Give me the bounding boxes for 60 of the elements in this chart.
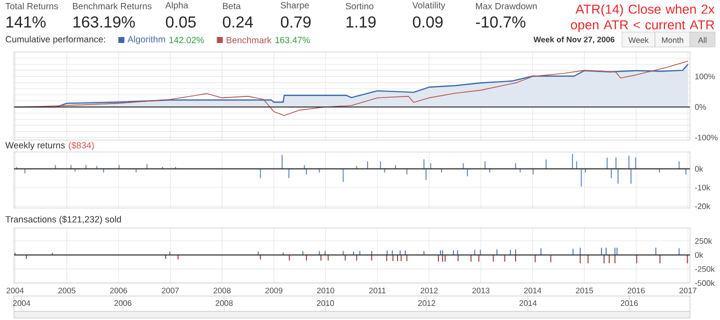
x-tick-label: 2016 xyxy=(628,288,645,294)
text: Sortino xyxy=(346,2,374,10)
x-tick-label: 2006 xyxy=(110,288,128,294)
text: 0.05 xyxy=(166,16,196,28)
y-tick-label: 0k xyxy=(695,166,704,172)
text: Alpha xyxy=(165,2,188,10)
text: 1.19 xyxy=(346,16,376,28)
text: Benchmark Returns xyxy=(73,2,152,10)
text: 142.02% xyxy=(169,36,204,44)
x-tick-label: 2007 xyxy=(162,288,179,294)
x-tick-label: 2015 xyxy=(576,288,593,294)
y-tick-label: -100% xyxy=(695,134,718,140)
text: Month xyxy=(662,37,684,43)
x2-tick-label: 2008 xyxy=(216,300,233,306)
text: All xyxy=(698,37,706,43)
x-tick-label: 2005 xyxy=(58,288,76,294)
x2-tick-label: 2010 xyxy=(316,300,334,306)
y-tick-label: 0k xyxy=(695,252,704,258)
text: Week xyxy=(628,37,649,43)
text: Total Returns xyxy=(5,2,58,10)
legend-label: Benchmark xyxy=(226,36,272,44)
text: 163.19% xyxy=(73,16,135,28)
text: 0.79 xyxy=(280,16,311,28)
text: 0.09 xyxy=(412,16,443,28)
y-tick-label: -10k xyxy=(695,184,710,190)
text: 141% xyxy=(6,16,46,28)
x-tick-label: 2004 xyxy=(6,288,24,294)
x2-tick-label: 2006 xyxy=(114,300,132,306)
x-tick-label: 2014 xyxy=(524,288,542,294)
text: ATR(14) Close when 2x open ATR < current ATR xyxy=(570,4,715,32)
x-tick-label: 2012 xyxy=(420,288,438,294)
y-tick-label: -20k xyxy=(695,203,710,210)
legend-label: Algorithm xyxy=(128,36,165,44)
text: Max Drawdown xyxy=(476,2,537,10)
chart-title: Weekly returns xyxy=(5,142,65,150)
x2-tick-label: 2012 xyxy=(418,300,436,306)
x-tick-label: 2017 xyxy=(679,288,696,294)
text: -10.7% xyxy=(476,16,526,28)
x-tick-label: 2013 xyxy=(472,288,490,294)
text: Week of Nov 27, 2006 xyxy=(534,36,614,44)
text: Sharpe xyxy=(280,2,309,10)
text: 0.24 xyxy=(222,16,253,28)
x-tick-label: 2008 xyxy=(214,288,231,294)
chart-subtitle: ($834) xyxy=(68,142,94,150)
y-tick-label: -500k xyxy=(695,280,715,286)
x2-tick-label: 2014 xyxy=(519,300,537,306)
x-tick-label: 2010 xyxy=(317,288,334,294)
chart-title: Transactions ($121,232) sold xyxy=(5,216,121,224)
text: Beta xyxy=(223,2,241,10)
y-tick-label: 0% xyxy=(695,104,706,110)
text: 163.47% xyxy=(275,36,310,44)
y-tick-label: -250k xyxy=(695,266,715,272)
chart-title: Cumulative performance: xyxy=(6,36,105,44)
x2-tick-label: 2004 xyxy=(13,300,30,306)
y-tick-label: 100% xyxy=(695,74,715,80)
x-tick-label: 2011 xyxy=(369,288,386,294)
x2-tick-label: 2016 xyxy=(620,300,638,306)
text: Volatility xyxy=(412,2,446,10)
x-tick-label: 2009 xyxy=(265,288,282,294)
y-tick-label: 250k xyxy=(695,238,712,244)
